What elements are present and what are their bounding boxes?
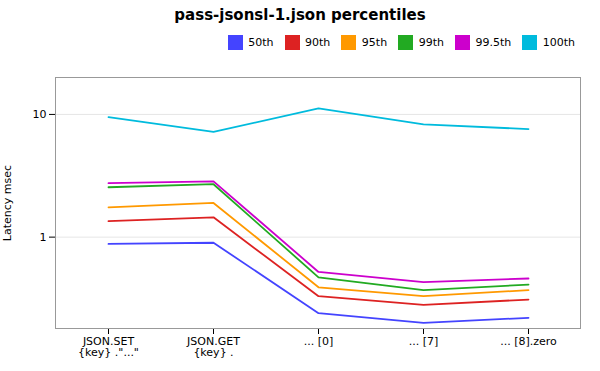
html-text:pass-jsonsl-1.json percentiles: pass-jsonsl-1.json percentiles — [174, 6, 426, 24]
svg-text:1: 1 — [40, 230, 47, 243]
html-text:50th: 50th — [248, 36, 274, 49]
svg-text:... [8].zero: ... [8].zero — [500, 335, 557, 348]
html-text:99.5th: 99.5th — [475, 36, 512, 49]
svg-text:Latency msec: Latency msec — [1, 164, 14, 240]
svg-text:... [7]: ... [7] — [409, 335, 439, 348]
html-text:100th: 100th — [542, 36, 575, 49]
html-text:99th: 99th — [418, 36, 444, 49]
svg-text:JSON.SET{key} ."...": JSON.SET{key} ."..." — [78, 335, 139, 359]
html-text:90th: 90th — [305, 36, 331, 49]
svg-text:10: 10 — [33, 107, 47, 120]
html-text:95th: 95th — [361, 36, 388, 49]
svg-text:JSON.GET{key} .: JSON.GET{key} . — [186, 335, 240, 359]
svg-text:... [0]: ... [0] — [304, 335, 334, 348]
